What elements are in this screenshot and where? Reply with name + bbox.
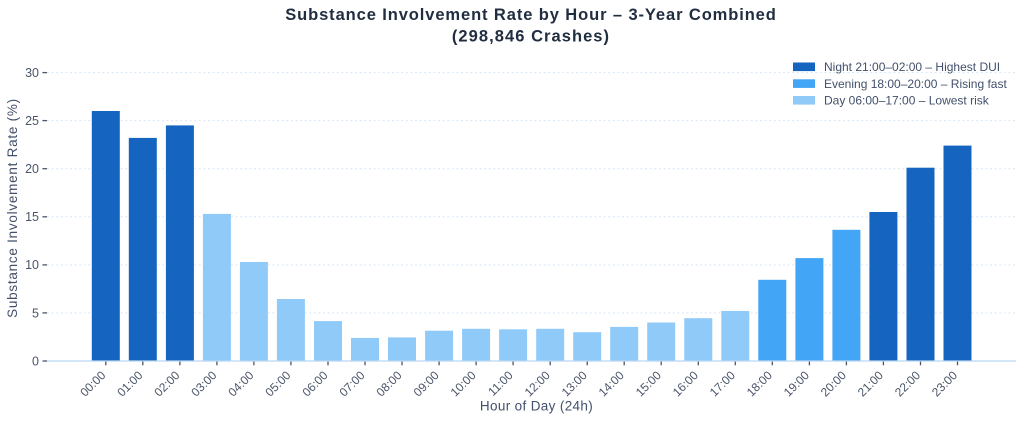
svg-text:Day 06:00–17:00 – Lowest risk: Day 06:00–17:00 – Lowest risk <box>824 94 990 108</box>
svg-text:30: 30 <box>25 66 39 80</box>
svg-text:0: 0 <box>32 354 39 368</box>
svg-text:Night 21:00–02:00 – Highest DU: Night 21:00–02:00 – Highest DUI <box>824 60 1000 74</box>
svg-text:20: 20 <box>25 162 39 176</box>
svg-text:Substance Involvement Rate (%): Substance Involvement Rate (%) <box>5 98 20 318</box>
svg-text:25: 25 <box>25 114 39 128</box>
svg-text:Substance Involvement Rate by: Substance Involvement Rate by Hour – 3-Y… <box>285 6 777 24</box>
svg-text:5: 5 <box>32 306 39 320</box>
svg-text:10: 10 <box>25 258 39 272</box>
svg-text:15: 15 <box>25 210 39 224</box>
svg-text:(298,846 Crashes): (298,846 Crashes) <box>452 27 610 45</box>
svg-text:Hour of Day (24h): Hour of Day (24h) <box>480 399 593 414</box>
svg-text:Evening 18:00–20:00 – Rising f: Evening 18:00–20:00 – Rising fast <box>824 77 1007 91</box>
